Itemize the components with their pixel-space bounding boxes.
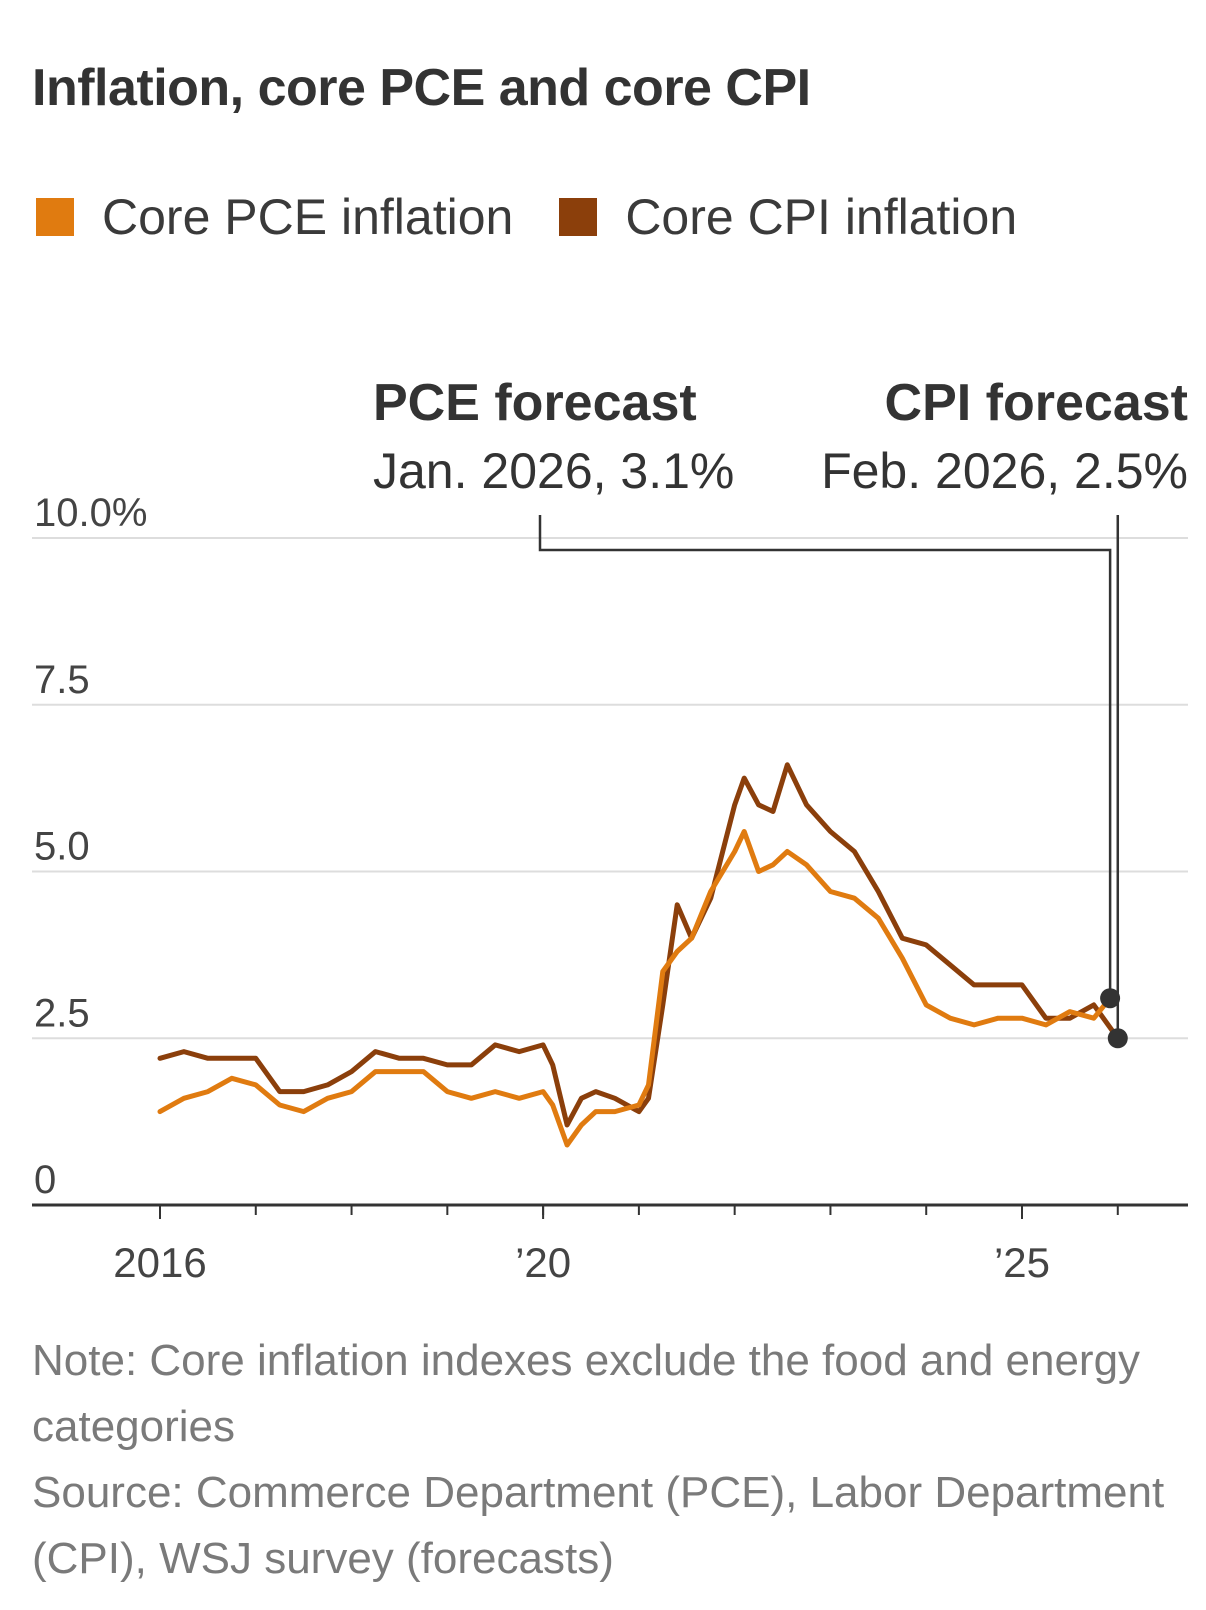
pce-forecast-point (1100, 988, 1121, 1009)
line-chart: 0 2.5 5.0 7.5 10.0% 2016 ’20 ’25 PCE forecast J… (32, 374, 1188, 1286)
pce-forecast-leader (538, 515, 1112, 999)
pce-forecast-detail: Jan. 2026, 3.1% (373, 443, 734, 499)
notes: Note: Core inflation indexes exclude the… (32, 1328, 1172, 1592)
source-text: Source: Commerce Department (PCE), Labor… (32, 1468, 1165, 1583)
annotation-layer: PCE forecast Jan. 2026, 3.1% CPI forecas… (373, 374, 1188, 499)
legend-label-core-cpi: Core CPI inflation (625, 189, 1018, 245)
legend-swatch-core-cpi (559, 198, 598, 236)
axis-layer: 0 2.5 5.0 7.5 10.0% 2016 ’20 ’25 (32, 491, 1188, 1286)
cpi-forecast-detail: Feb. 2026, 2.5% (821, 443, 1188, 499)
x-tick-label-2020: ’20 (515, 1239, 571, 1286)
cpi-forecast-heading: CPI forecast (885, 374, 1188, 432)
cpi-forecast-point (1107, 1028, 1128, 1049)
legend: Core PCE inflation Core CPI inflation (36, 188, 1063, 246)
pce-forecast-heading: PCE forecast (373, 374, 697, 432)
series-line-core-cpi (157, 762, 1121, 1128)
x-tick-label-2025: ’25 (994, 1239, 1050, 1286)
leader-layer (538, 515, 1120, 1039)
chart-title: Inflation, core PCE and core CPI (32, 59, 811, 117)
legend-item-core-pce: Core PCE inflation (36, 188, 513, 246)
y-tick-label-75: 7.5 (34, 658, 90, 702)
y-tick-label-0: 0 (34, 1158, 56, 1202)
note-text: Note: Core inflation indexes exclude the… (32, 1336, 1141, 1451)
legend-swatch-core-pce (36, 198, 74, 236)
x-tick-label-2016: 2016 (113, 1239, 206, 1286)
grid-layer (32, 537, 1188, 1040)
y-tick-label-25: 2.5 (34, 991, 90, 1035)
series-line-core-pce (157, 829, 1113, 1148)
y-tick-label-100: 10.0% (34, 491, 147, 535)
series-layer (157, 762, 1128, 1148)
legend-label-core-pce: Core PCE inflation (102, 189, 514, 245)
y-tick-label-50: 5.0 (34, 825, 90, 869)
legend-item-core-cpi: Core CPI inflation (559, 188, 1017, 246)
